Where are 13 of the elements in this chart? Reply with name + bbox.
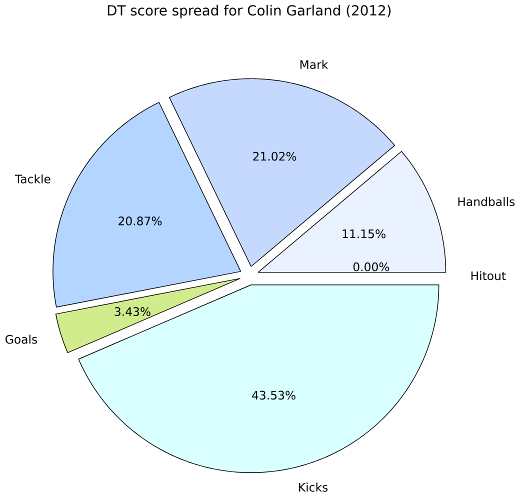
- slice-label: Kicks: [299, 482, 328, 492]
- data-label: 20.87%: [118, 216, 162, 226]
- data-label: 21.02%: [253, 152, 296, 161]
- text: 0.00%: [353, 262, 390, 272]
- slice-label: Handballs: [458, 197, 515, 206]
- category-label: Hitout: [471, 271, 506, 280]
- slice-label: Goals: [6, 334, 38, 344]
- data-label: 43.53%: [252, 390, 296, 400]
- data-label: 3.43%: [114, 307, 150, 316]
- slice-label: Mark: [300, 60, 328, 70]
- data-label: 11.15%: [342, 230, 386, 238]
- chart-title: DT score spread for Colin Garland (2012): [108, 5, 391, 19]
- slice-label: Tackle: [14, 174, 50, 184]
